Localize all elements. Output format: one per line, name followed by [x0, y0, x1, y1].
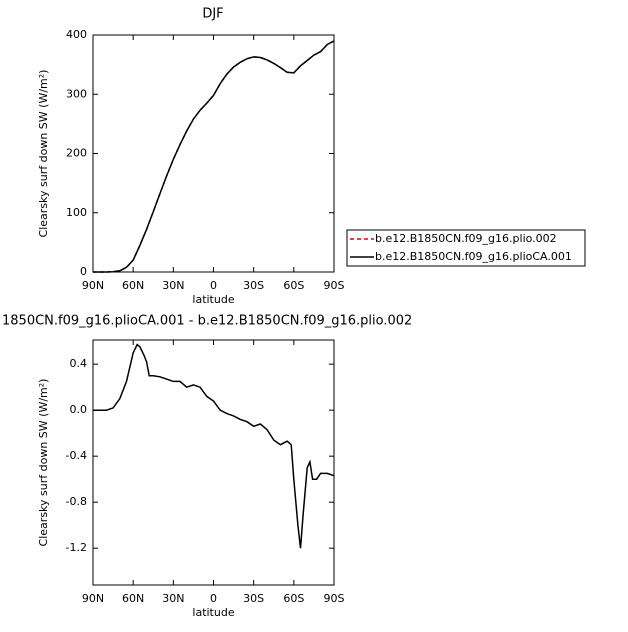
y-tick-label: 100 — [66, 206, 87, 219]
x-tick-label: 60S — [283, 592, 304, 605]
plot-frame — [92, 34, 335, 273]
y-tick-label: -0.8 — [66, 495, 87, 508]
y-axis-label: Clearsky surf down SW (W/m²) — [37, 379, 50, 547]
x-tick-label: 60N — [122, 279, 144, 292]
x-tick-label: 60N — [122, 592, 144, 605]
y-tick-label: 0.0 — [70, 403, 88, 416]
y-axis-label: Clearsky surf down SW (W/m²) — [37, 70, 50, 238]
y-tick-label: -1.2 — [66, 541, 87, 554]
y-tick-label: 0.4 — [70, 357, 88, 370]
y-tick-label: 300 — [66, 87, 87, 100]
plot-frame — [92, 339, 335, 586]
x-tick-label: 90S — [324, 279, 345, 292]
x-tick-label: 30N — [162, 279, 184, 292]
legend-box — [346, 229, 586, 267]
x-tick-label: 30S — [243, 592, 264, 605]
data-line — [93, 40, 335, 273]
y-tick-label: 0 — [80, 265, 87, 278]
x-tick-label: 90S — [324, 592, 345, 605]
x-axis-label: latitude — [192, 293, 234, 306]
chart-title: DJF — [202, 7, 223, 22]
x-tick-label: 60S — [283, 279, 304, 292]
chart-title: 1850CN.f09_g16.plioCA.001 - b.e12.B1850C… — [2, 314, 412, 329]
legend-label: b.e12.B1850CN.f09_g16.plio.002 — [375, 232, 557, 245]
x-tick-label: 30S — [243, 279, 264, 292]
x-axis-label: latitude — [192, 606, 234, 619]
legend-label: b.e12.B1850CN.f09_g16.plioCA.001 — [375, 250, 572, 263]
x-tick-label: 90N — [82, 592, 104, 605]
data-line — [93, 343, 335, 549]
y-tick-label: 200 — [66, 147, 87, 160]
data-line — [93, 40, 335, 273]
y-tick-label: 400 — [66, 28, 87, 41]
y-tick-label: -0.4 — [66, 449, 87, 462]
x-tick-label: 90N — [82, 279, 104, 292]
x-tick-label: 30N — [162, 592, 184, 605]
x-tick-label: 0 — [210, 279, 217, 292]
x-tick-label: 0 — [210, 592, 217, 605]
